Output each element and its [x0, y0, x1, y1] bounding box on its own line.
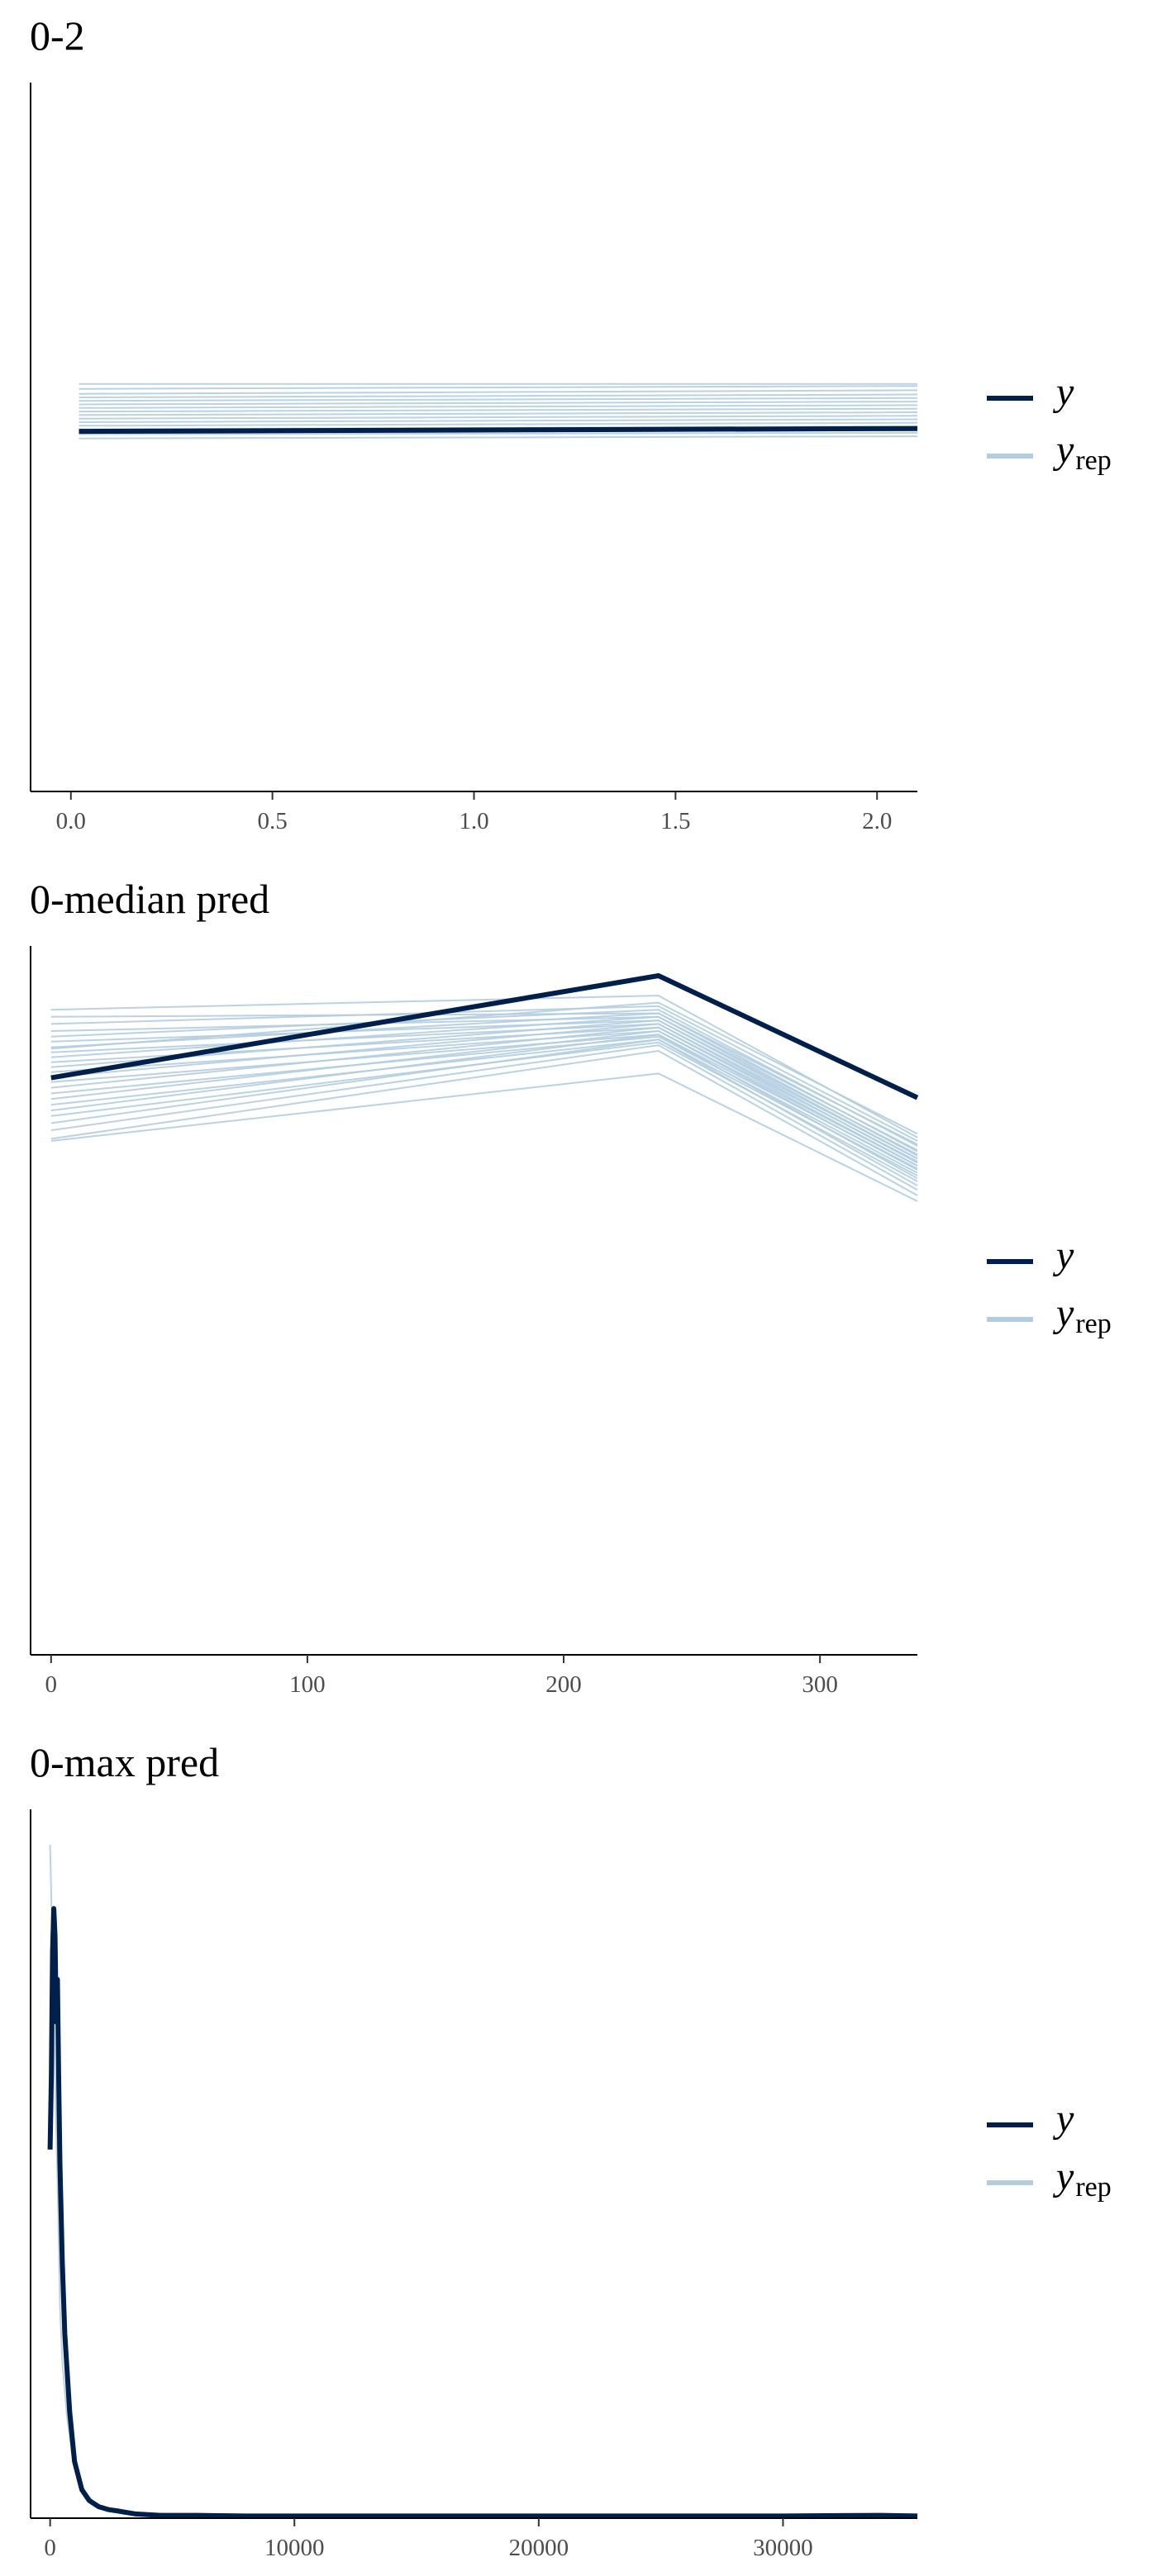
legend-y-label: y [1052, 370, 1074, 414]
series-line-yrep-3 [79, 393, 918, 398]
series-line-yrep-2 [79, 389, 918, 395]
series-lines [79, 383, 918, 440]
x-axis-ticks: 0.0 0.5 1.0 1.5 2.0 [56, 791, 892, 834]
series-line-yrep-7 [79, 407, 918, 413]
panel-0-max-pred: 0-max pred 0 10000 20000 30000 y yrep [30, 1739, 1112, 2561]
legend-yrep-label: yrep [1052, 428, 1112, 476]
legend-yrep-label: yrep [1052, 1291, 1112, 1339]
series-line-yrep-22 [50, 1050, 918, 1196]
x-tick-label: 100 [289, 1671, 326, 1698]
series-line-yrep-2 [50, 1005, 918, 1142]
x-tick-label: 1.0 [459, 808, 488, 834]
x-tick-label: 300 [802, 1671, 838, 1698]
legend: y yrep [987, 2097, 1112, 2203]
legend: y yrep [987, 370, 1112, 476]
x-axis-ticks: 0 100 200 300 [45, 1655, 838, 1698]
panel-title: 0-2 [30, 12, 85, 59]
series-line-yrep-4 [50, 1009, 918, 1147]
x-tick-label: 0 [45, 1671, 58, 1698]
x-tick-label: 0 [44, 2535, 56, 2561]
x-tick-label: 0.5 [258, 808, 288, 834]
series-line-y [50, 973, 919, 1100]
x-tick-label: 2.0 [862, 808, 892, 834]
series-line-y [47, 1906, 918, 2519]
x-tick-label: 30000 [753, 2535, 813, 2561]
series-line-yrep-15 [50, 1035, 918, 1174]
panel-title: 0-median pred [30, 876, 269, 922]
series-line-yrep-4 [79, 397, 918, 402]
series-line-yrep-0 [49, 1844, 917, 2517]
series-line-yrep-5 [79, 401, 918, 406]
series-line-yrep-1 [50, 1012, 918, 1146]
legend-yrep-label: yrep [1052, 2155, 1112, 2203]
x-tick-label: 10000 [264, 2535, 325, 2561]
x-tick-label: 20000 [509, 2535, 569, 2561]
series-line-yrep-24 [50, 1072, 918, 1202]
series-line-yrep-1 [79, 385, 918, 390]
x-tick-label: 200 [545, 1671, 582, 1698]
panel-0-median-pred: 0-median pred 0 100 200 300 y yrep [30, 876, 1112, 1698]
x-tick-label: 0.0 [56, 808, 86, 834]
panel-0-2: 0-2 0.0 0.5 1.0 1.5 2.0 y yrep [30, 12, 1112, 834]
series-line-yrep-6 [50, 1012, 918, 1153]
legend: y yrep [987, 1233, 1112, 1339]
series-line-yrep-18 [50, 1034, 918, 1180]
series-line-yrep-14 [50, 1026, 918, 1167]
series-line-yrep-14 [79, 435, 918, 440]
series-line-yrep-20 [50, 1038, 918, 1186]
series-line-yrep-13 [79, 431, 918, 435]
series-line-yrep-16 [50, 1030, 918, 1171]
series-line-yrep-21 [50, 1044, 918, 1191]
legend-y-label: y [1052, 2097, 1074, 2141]
series-line-yrep-6 [79, 404, 918, 409]
series-line-yrep-10 [79, 418, 918, 423]
x-axis-ticks: 0 10000 20000 30000 [44, 2518, 813, 2561]
legend-y-label: y [1052, 1233, 1074, 1277]
panel-title: 0-max pred [30, 1739, 219, 1785]
series-lines [50, 973, 919, 1202]
series-line-yrep-9 [79, 415, 918, 420]
series-line-yrep-23 [50, 1001, 918, 1135]
series-line-yrep-12 [50, 1023, 918, 1164]
series-lines [47, 1844, 918, 2519]
series-line-yrep-10 [50, 1019, 918, 1160]
x-tick-label: 1.5 [660, 808, 690, 834]
series-line-yrep-11 [79, 421, 918, 427]
series-line-yrep-19 [50, 1041, 918, 1182]
series-line-y [79, 425, 918, 435]
series-line-yrep-8 [79, 411, 918, 416]
series-line-yrep-17 [50, 1038, 918, 1176]
